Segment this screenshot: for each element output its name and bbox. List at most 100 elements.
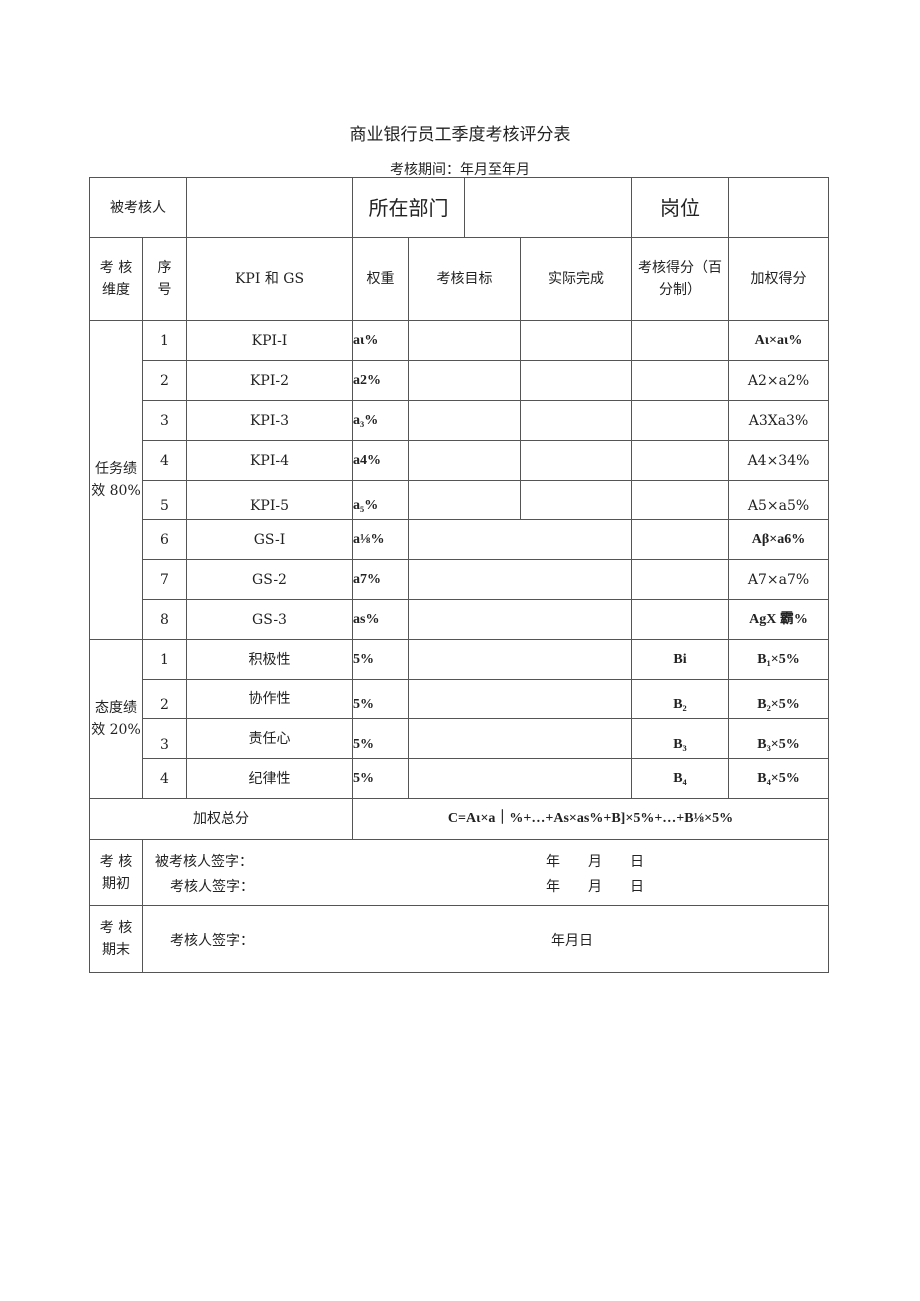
col-dimension-b: 维度 xyxy=(102,282,130,298)
weight-cell: as% xyxy=(352,599,409,640)
weight-cell: 5% xyxy=(352,679,409,719)
initial-appraisee-sign: 被考核人签字： xyxy=(155,854,253,870)
final-label-b: 期末 xyxy=(102,942,130,958)
col-score-b: 分制） xyxy=(659,282,701,298)
target-input[interactable] xyxy=(408,400,521,441)
seq-cell: 3 xyxy=(142,400,187,441)
target-actual-input[interactable] xyxy=(408,519,632,560)
score-input[interactable] xyxy=(631,559,729,600)
score-input[interactable] xyxy=(631,400,729,441)
target-input[interactable] xyxy=(408,360,521,401)
task-group-label: 任务绩效 80% xyxy=(89,320,143,640)
attitude-item: 责任心 xyxy=(186,718,353,759)
weighted-score: B₄×5% xyxy=(728,758,829,799)
weight-cell: a7% xyxy=(352,559,409,600)
target-actual-input[interactable] xyxy=(408,639,632,680)
seq-cell: 2 xyxy=(142,679,187,719)
task-group-b: 效 80% xyxy=(91,483,141,499)
col-score-a: 考核得分（百 xyxy=(638,260,722,276)
kpi-item: KPI-2 xyxy=(186,360,353,401)
kpi-item: GS-3 xyxy=(186,599,353,640)
weight-cell: a2% xyxy=(352,360,409,401)
initial-label: 考 核期初 xyxy=(89,839,143,906)
col-seq-b: 号 xyxy=(157,282,172,298)
kpi-item: KPI-3 xyxy=(186,400,353,441)
weighted-score: A5×a5% xyxy=(728,480,829,520)
weight-cell: a₅% xyxy=(352,480,409,520)
target-input[interactable] xyxy=(408,440,521,481)
weighted-score: Aβ×a6% xyxy=(728,519,829,560)
final-label: 考 核期末 xyxy=(89,905,143,973)
weight-cell: a₃% xyxy=(352,400,409,441)
actual-input[interactable] xyxy=(520,480,632,520)
kpi-item: KPI-I xyxy=(186,320,353,361)
document-title: 商业银行员工季度考核评分表 xyxy=(349,125,571,145)
weight-cell: a4% xyxy=(352,440,409,481)
col-target: 考核目标 xyxy=(408,237,521,321)
department-label: 所在部门 xyxy=(352,177,465,238)
col-kpi: KPI 和 GS xyxy=(186,237,353,321)
initial-date-2: 年 月 日 xyxy=(546,879,644,895)
weighted-score: B₁×5% xyxy=(728,639,829,680)
target-input[interactable] xyxy=(408,480,521,520)
weight-cell: a⅛% xyxy=(352,519,409,560)
weighted-score: A7×a7% xyxy=(728,559,829,600)
department-value[interactable] xyxy=(464,177,632,238)
col-score: 考核得分（百 分制） xyxy=(631,237,729,321)
attitude-item: 纪律性 xyxy=(186,758,353,799)
position-label: 岗位 xyxy=(631,177,729,238)
weighted-score: B₃×5% xyxy=(728,718,829,759)
score-cell: B₄ xyxy=(631,758,729,799)
position-value[interactable] xyxy=(728,177,829,238)
seq-cell: 6 xyxy=(142,519,187,560)
col-weighted: 加权得分 xyxy=(728,237,829,321)
initial-label-b: 期初 xyxy=(102,875,130,892)
actual-input[interactable] xyxy=(520,320,632,361)
score-cell: B₃ xyxy=(631,718,729,759)
appraisee-value[interactable] xyxy=(186,177,353,238)
target-input[interactable] xyxy=(408,320,521,361)
seq-cell: 8 xyxy=(142,599,187,640)
weight-cell: 5% xyxy=(352,639,409,680)
actual-input[interactable] xyxy=(520,440,632,481)
weight-cell: 5% xyxy=(352,758,409,799)
target-actual-input[interactable] xyxy=(408,718,632,759)
total-formula: C=Aι×a｜%+…+As×as%+B]×5%+…+B⅛×5% xyxy=(352,798,829,840)
score-input[interactable] xyxy=(631,360,729,401)
initial-date-1: 年 月 日 xyxy=(546,854,644,870)
initial-label-a: 考 核 xyxy=(99,853,133,870)
weighted-score: Aι×aι% xyxy=(728,320,829,361)
score-input[interactable] xyxy=(631,480,729,520)
kpi-item: KPI-4 xyxy=(186,440,353,481)
period: 考核期间：年月至年月 xyxy=(390,162,530,178)
target-actual-input[interactable] xyxy=(408,758,632,799)
kpi-item: GS-2 xyxy=(186,559,353,600)
score-input[interactable] xyxy=(631,599,729,640)
attitude-group-b: 效 20% xyxy=(91,722,141,738)
actual-input[interactable] xyxy=(520,360,632,401)
score-cell: Bi xyxy=(631,639,729,680)
seq-cell: 5 xyxy=(142,480,187,520)
target-actual-input[interactable] xyxy=(408,679,632,719)
weight-cell: aι% xyxy=(352,320,409,361)
weighted-score: A4×34% xyxy=(728,440,829,481)
score-input[interactable] xyxy=(631,320,729,361)
appraisee-label: 被考核人 xyxy=(89,177,187,238)
seq-cell: 4 xyxy=(142,758,187,799)
kpi-item: KPI-5 xyxy=(186,480,353,520)
total-label: 加权总分 xyxy=(89,798,353,840)
actual-input[interactable] xyxy=(520,400,632,441)
weighted-score: B₂×5% xyxy=(728,679,829,719)
final-signature-cell[interactable] xyxy=(142,905,829,973)
seq-cell: 4 xyxy=(142,440,187,481)
target-actual-input[interactable] xyxy=(408,559,632,600)
weighted-score: A3Xa3% xyxy=(728,400,829,441)
score-input[interactable] xyxy=(631,440,729,481)
score-input[interactable] xyxy=(631,519,729,560)
col-actual: 实际完成 xyxy=(520,237,632,321)
seq-cell: 2 xyxy=(142,360,187,401)
target-actual-input[interactable] xyxy=(408,599,632,640)
col-seq-a: 序 xyxy=(157,260,172,276)
attitude-item: 积极性 xyxy=(186,639,353,680)
